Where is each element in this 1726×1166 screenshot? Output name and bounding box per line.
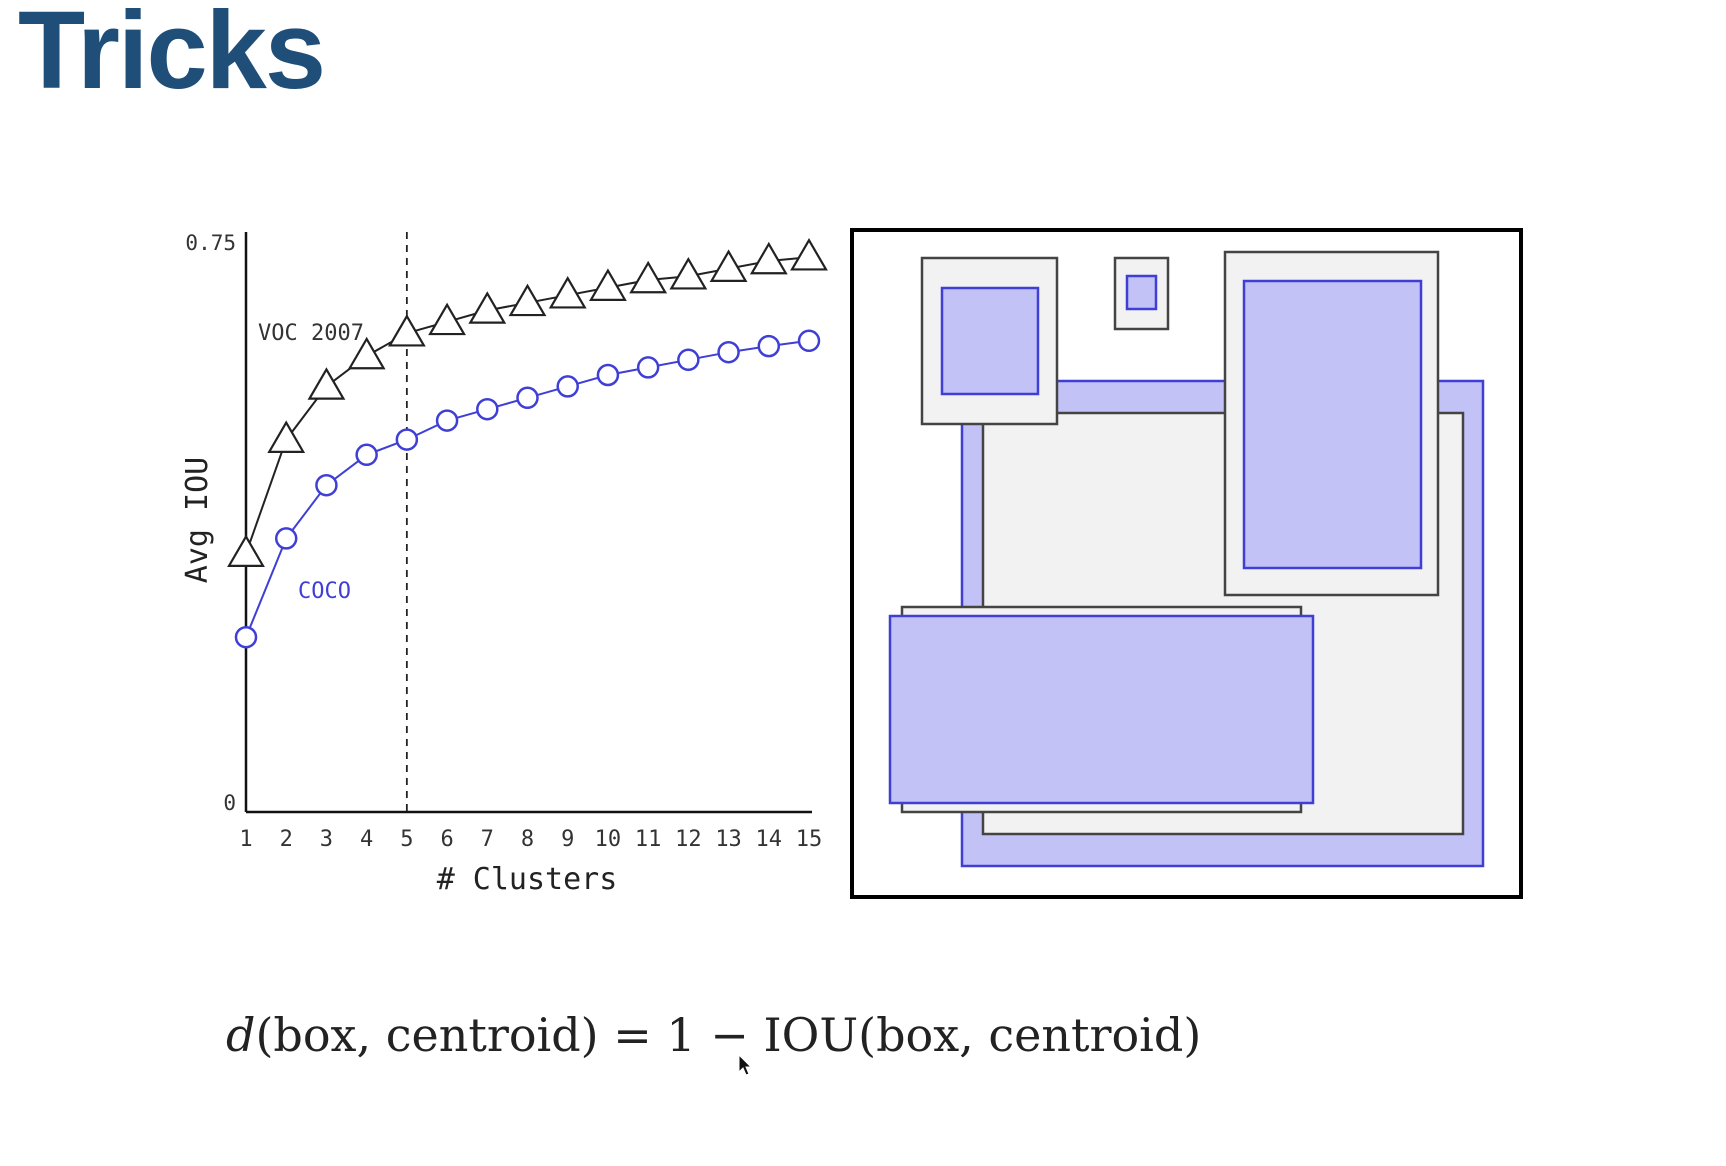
data-point bbox=[677, 348, 700, 372]
x-tick-label: 4 bbox=[360, 827, 373, 852]
y-tick-label: 0.75 bbox=[185, 231, 236, 255]
data-point bbox=[476, 397, 499, 421]
data-point bbox=[234, 625, 258, 649]
x-tick-label: 2 bbox=[280, 827, 293, 852]
small-box-inner bbox=[940, 286, 1040, 396]
data-point bbox=[717, 340, 740, 364]
data-point bbox=[749, 241, 788, 275]
data-point bbox=[636, 356, 660, 379]
x-tick-label: 12 bbox=[675, 827, 702, 852]
y-tick-label: 0 bbox=[223, 791, 236, 815]
data-point bbox=[596, 363, 620, 387]
data-point bbox=[315, 473, 338, 497]
series-label: COCO bbox=[298, 579, 351, 604]
data-point bbox=[589, 268, 627, 301]
x-tick-label: 8 bbox=[521, 827, 534, 852]
data-point bbox=[669, 257, 708, 290]
data-point bbox=[757, 334, 781, 358]
data-point bbox=[387, 314, 426, 347]
data-point bbox=[516, 386, 539, 410]
data-point bbox=[709, 249, 748, 282]
x-tick-label: 15 bbox=[796, 827, 823, 852]
data-point bbox=[227, 534, 265, 567]
data-point bbox=[428, 302, 466, 336]
x-tick-label: 11 bbox=[635, 827, 662, 852]
y-axis-label: Avg IOU bbox=[180, 457, 215, 583]
x-tick-label: 1 bbox=[239, 827, 252, 852]
series-label: VOC 2007 bbox=[258, 321, 364, 346]
formula-lhs-args: (box, centroid) bbox=[255, 1008, 599, 1062]
data-point bbox=[347, 336, 386, 370]
formula-fn: d bbox=[226, 1008, 256, 1062]
data-point bbox=[548, 276, 587, 309]
x-axis-label: # Clusters bbox=[437, 862, 618, 897]
slide-title: Tricks bbox=[18, 0, 326, 112]
data-point bbox=[556, 375, 579, 398]
tiny-box-inner bbox=[1125, 274, 1158, 311]
data-point bbox=[307, 367, 346, 400]
formula-equals: = 1 − bbox=[598, 1008, 764, 1062]
data-point bbox=[468, 291, 507, 324]
x-tick-label: 5 bbox=[400, 827, 413, 852]
mouse-pointer-icon bbox=[738, 1054, 753, 1076]
formula-rhs-args: (box, centroid) bbox=[858, 1008, 1202, 1062]
x-tick-label: 7 bbox=[481, 827, 494, 852]
distance-formula: d(box, centroid) = 1 − IOU(box, centroid… bbox=[226, 1008, 1201, 1062]
data-point bbox=[267, 420, 306, 453]
data-point bbox=[435, 409, 459, 432]
x-tick-label: 6 bbox=[440, 827, 453, 852]
data-point bbox=[355, 443, 378, 467]
formula-rhs-fn: IOU bbox=[763, 1008, 859, 1062]
x-tick-label: 10 bbox=[595, 827, 622, 852]
x-tick-label: 13 bbox=[715, 827, 742, 852]
x-tick-label: 3 bbox=[320, 827, 333, 852]
data-point bbox=[274, 527, 298, 550]
data-point bbox=[508, 283, 547, 317]
data-point bbox=[395, 428, 419, 451]
x-tick-label: 14 bbox=[756, 827, 783, 852]
data-point bbox=[797, 329, 821, 353]
data-point bbox=[629, 260, 668, 294]
tall-box-inner bbox=[1242, 279, 1423, 570]
wide-box-inner bbox=[888, 614, 1315, 805]
x-tick-label: 9 bbox=[561, 827, 574, 852]
data-point bbox=[790, 238, 828, 271]
